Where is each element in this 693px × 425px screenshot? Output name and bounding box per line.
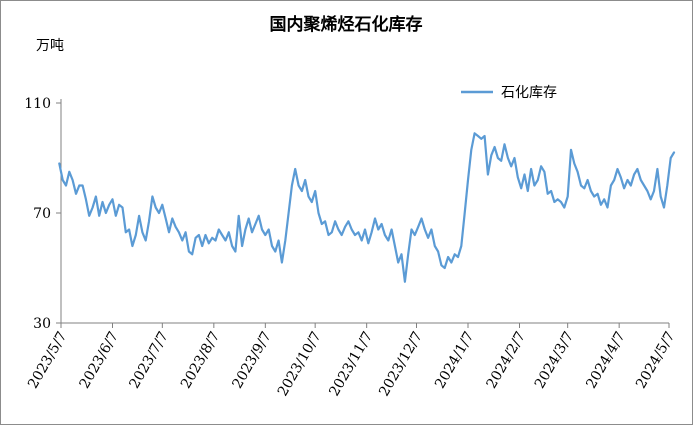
legend: 石化库存 <box>461 85 557 101</box>
x-tick-label: 2024/4/7 <box>583 329 628 391</box>
x-tick-label: 2024/5/7 <box>633 329 678 391</box>
x-axis: 2023/5/7 2023/6/7 2023/7/7 2023/8/7 2023/9/7… <box>25 322 678 399</box>
x-tick-label: 2023/10/7 <box>275 329 325 399</box>
legend-label: 石化库存 <box>501 85 557 101</box>
series-layer <box>58 132 676 283</box>
x-tick-label: 2023/8/7 <box>178 329 223 391</box>
y-tick-label: 70 <box>33 206 51 222</box>
x-tick-label: 2023/12/7 <box>376 329 426 399</box>
x-tick-label: 2023/6/7 <box>77 329 122 391</box>
x-tick-label: 2023/11/7 <box>326 329 376 399</box>
y-axis-unit: 万吨 <box>36 38 64 54</box>
x-tick-label: 2024/1/7 <box>432 329 477 391</box>
x-tick-label: 2024/2/7 <box>484 329 529 391</box>
x-tick-label: 2023/7/7 <box>126 329 171 391</box>
y-tick-label: 110 <box>24 96 51 112</box>
y-axis: 30 70 110 <box>24 96 62 332</box>
chart-title: 国内聚烯烃石化库存 <box>270 14 423 35</box>
y-tick-label: 30 <box>33 316 51 332</box>
x-tick-label: 2023/9/7 <box>229 329 274 391</box>
x-tick-label: 2023/5/7 <box>25 329 70 391</box>
x-tick-label: 2024/3/7 <box>532 329 577 391</box>
series-line-inventory <box>58 132 676 283</box>
